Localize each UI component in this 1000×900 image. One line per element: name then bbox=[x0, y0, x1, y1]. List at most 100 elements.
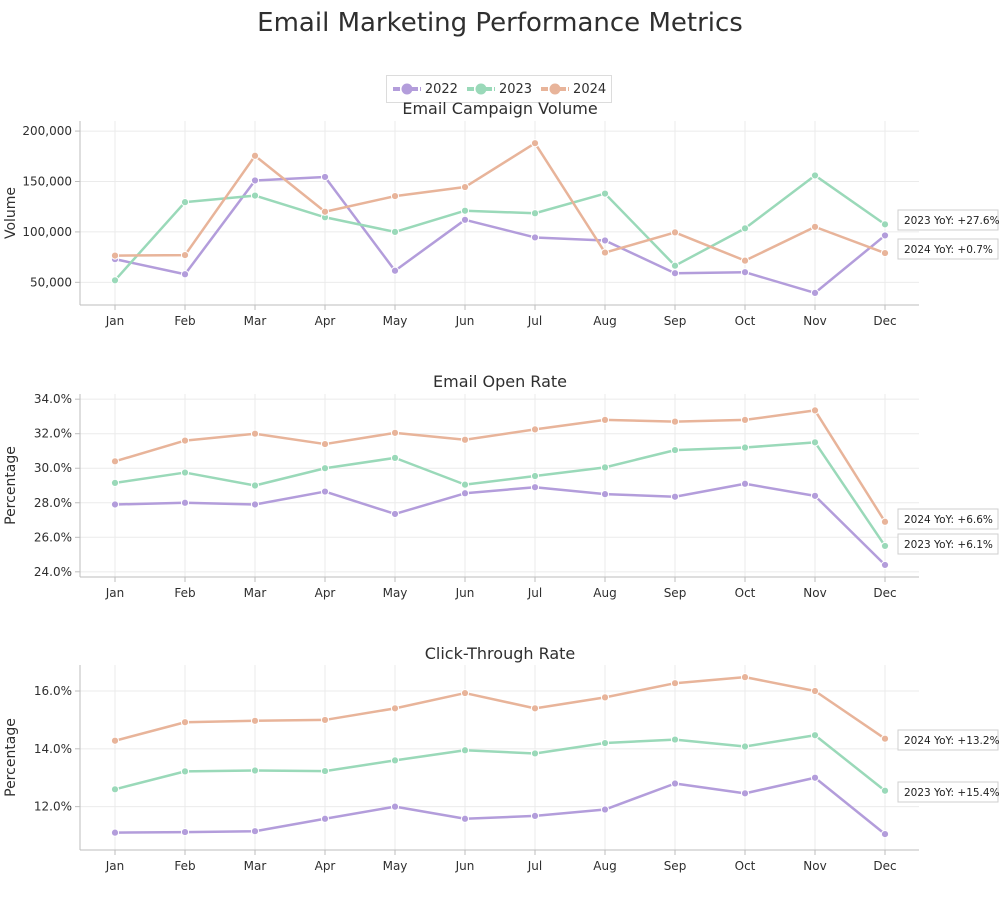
x-tick-label: Dec bbox=[873, 586, 896, 600]
annotation: 2023 YoY: +15.4% bbox=[897, 781, 1000, 803]
legend-item-2023[interactable]: 2023 bbox=[466, 82, 532, 97]
x-tick-label: Feb bbox=[174, 859, 195, 873]
data-point bbox=[320, 207, 330, 216]
data-point bbox=[740, 443, 750, 452]
data-point bbox=[110, 828, 120, 837]
data-point bbox=[600, 415, 610, 424]
panel-3: Click-Through Rate 12.0% 14.0% 16.0% Jan Feb M… bbox=[3, 644, 1000, 873]
x-tick-label: Jul bbox=[527, 586, 542, 600]
data-point bbox=[600, 805, 610, 814]
data-point bbox=[320, 766, 330, 776]
data-point bbox=[460, 206, 470, 215]
data-point bbox=[810, 491, 820, 500]
x-tick-label: Dec bbox=[873, 314, 896, 328]
annotation-box bbox=[897, 238, 999, 260]
series-line-2024 bbox=[114, 675, 886, 742]
data-point bbox=[530, 483, 540, 492]
data-point bbox=[250, 481, 260, 490]
data-point bbox=[180, 498, 190, 507]
data-point bbox=[810, 406, 820, 415]
data-point bbox=[390, 756, 400, 765]
x-tick-label: Nov bbox=[803, 586, 826, 600]
panel-2: Email Open Rate 24.0% 26.0% 28.0% 30.0% 32.0%… bbox=[3, 372, 999, 600]
data-point bbox=[110, 478, 120, 488]
x-tick-label: Sep bbox=[664, 314, 687, 328]
x-tick-label: Jul bbox=[527, 859, 542, 873]
data-point bbox=[180, 270, 190, 279]
data-point bbox=[390, 704, 400, 713]
data-point bbox=[530, 139, 540, 148]
data-point bbox=[880, 231, 890, 240]
data-point bbox=[740, 224, 750, 233]
data-point bbox=[740, 479, 750, 488]
x-tick-label: Apr bbox=[315, 859, 336, 873]
legend-item-2022[interactable]: 2022 bbox=[392, 82, 458, 97]
subplot-title: Click-Through Rate bbox=[425, 644, 576, 663]
annotation-text: 2024 YoY: +6.6% bbox=[904, 514, 993, 526]
series-2023 bbox=[110, 731, 890, 795]
data-point bbox=[880, 248, 890, 258]
data-point bbox=[390, 266, 400, 275]
y-tick-label: 100,000 bbox=[22, 225, 72, 239]
data-point bbox=[390, 509, 400, 519]
data-point bbox=[180, 827, 190, 837]
data-point bbox=[110, 500, 120, 509]
data-point bbox=[110, 251, 120, 260]
legend-label-2022: 2022 bbox=[424, 81, 458, 97]
data-point bbox=[250, 176, 260, 185]
annotation-text: 2023 YoY: +27.6% bbox=[904, 215, 1000, 227]
x-tick-label: Nov bbox=[803, 859, 826, 873]
legend-label-2024: 2024 bbox=[573, 81, 607, 97]
data-point bbox=[460, 480, 470, 489]
x-tick-label: May bbox=[383, 586, 408, 600]
data-point bbox=[180, 767, 190, 776]
data-point bbox=[390, 428, 400, 437]
data-point bbox=[670, 417, 680, 426]
x-tick-label: Jul bbox=[527, 314, 542, 328]
y-tick-label: 200,000 bbox=[22, 124, 72, 138]
data-point bbox=[390, 192, 400, 201]
annotation-box bbox=[897, 781, 999, 803]
x-tick-label: Jan bbox=[105, 586, 125, 600]
legend-swatch-2022 bbox=[392, 83, 421, 95]
data-point bbox=[810, 686, 820, 696]
x-tick-label: Aug bbox=[593, 859, 616, 873]
data-point bbox=[180, 250, 190, 260]
data-point bbox=[530, 233, 540, 242]
legend-item-2024[interactable]: 2024 bbox=[540, 82, 606, 97]
data-point bbox=[670, 228, 680, 237]
data-point bbox=[600, 693, 610, 702]
data-point bbox=[880, 786, 890, 795]
y-tick-label: 28.0% bbox=[34, 496, 72, 510]
y-tick-label: 16.0% bbox=[34, 684, 72, 698]
legend-label-2023: 2023 bbox=[498, 81, 533, 97]
x-tick-label: Jan bbox=[105, 859, 125, 873]
data-point bbox=[810, 288, 820, 298]
data-point bbox=[250, 191, 260, 200]
series-line-2023 bbox=[114, 174, 886, 282]
x-tick-label: Oct bbox=[735, 314, 756, 328]
data-point bbox=[460, 435, 470, 444]
data-point bbox=[670, 269, 680, 278]
y-tick-label: 150,000 bbox=[22, 174, 72, 188]
data-point bbox=[600, 463, 610, 472]
series-line-2023 bbox=[114, 441, 887, 547]
data-point bbox=[600, 490, 610, 499]
data-point bbox=[810, 171, 820, 180]
panel-1: Email Campaign Volume 50,000 100,000 150,00… bbox=[3, 99, 1000, 328]
x-tick-label: Jan bbox=[105, 314, 125, 328]
data-point bbox=[390, 453, 400, 462]
data-point bbox=[180, 436, 190, 445]
x-tick-label: Apr bbox=[315, 586, 336, 600]
annotation: 2024 YoY: +13.2% bbox=[897, 729, 1000, 751]
series-2024 bbox=[110, 139, 890, 265]
y-tick-label: 26.0% bbox=[34, 530, 72, 544]
series-line-2024 bbox=[114, 141, 886, 262]
data-point bbox=[110, 785, 120, 794]
data-point bbox=[530, 425, 540, 434]
annotation: 2023 YoY: +27.6% bbox=[897, 209, 1000, 231]
data-point bbox=[320, 715, 330, 725]
data-point bbox=[670, 446, 680, 455]
x-tick-label: Mar bbox=[244, 859, 267, 873]
